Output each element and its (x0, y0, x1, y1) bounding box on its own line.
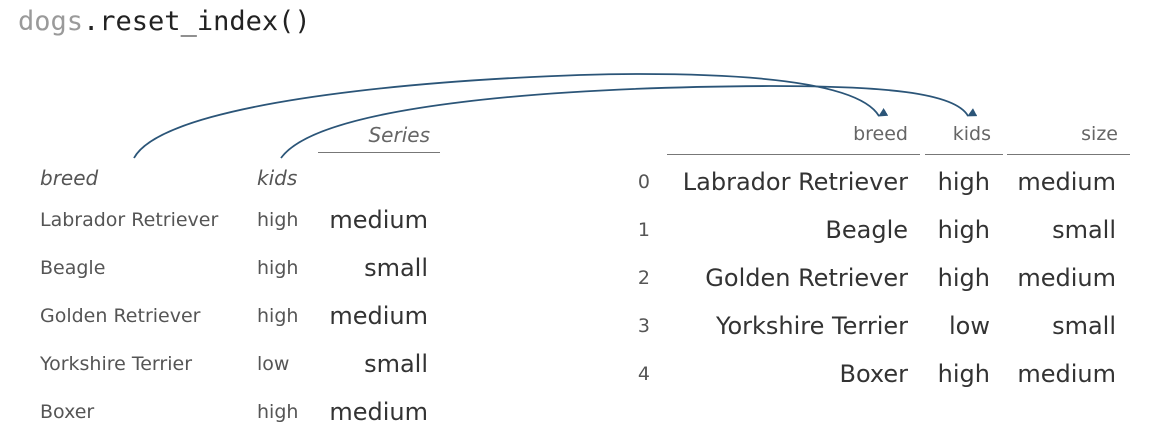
right-breed-cell: Golden Retriever (705, 264, 908, 292)
right-size-cell: small (1052, 216, 1116, 244)
right-column-header-size: size (1007, 123, 1130, 155)
left-kids-cell: high (257, 305, 299, 327)
left-breed-cell: Labrador Retriever (40, 209, 219, 231)
right-breed-cell: Beagle (825, 216, 908, 244)
left-value-cell: medium (329, 206, 428, 234)
left-index-header-kids: kids (257, 166, 298, 190)
left-breed-cell: Golden Retriever (40, 305, 201, 327)
table-row: 1 Beagle high small (620, 214, 1140, 262)
right-kids-cell: high (937, 216, 990, 244)
right-size-cell: small (1052, 312, 1116, 340)
right-size-cell: medium (1017, 360, 1116, 388)
right-index-cell: 0 (637, 171, 650, 193)
right-index-cell: 3 (637, 315, 650, 337)
right-kids-cell: high (937, 168, 990, 196)
right-index-cell: 4 (637, 363, 650, 385)
right-breed-cell: Labrador Retriever (682, 168, 908, 196)
right-breed-cell: Boxer (839, 360, 908, 388)
left-index-header-breed: breed (40, 166, 99, 190)
right-kids-cell: low (949, 312, 990, 340)
right-kids-cell: high (937, 360, 990, 388)
right-column-header-kids: kids (925, 123, 1003, 155)
right-breed-cell: Yorkshire Terrier (716, 312, 908, 340)
left-kids-cell: low (257, 353, 290, 375)
code-method: .reset_index() (83, 6, 311, 37)
left-kids-cell: high (257, 209, 299, 231)
code-object: dogs (18, 6, 84, 37)
left-breed-cell: Yorkshire Terrier (40, 353, 192, 375)
table-row: 4 Boxer high medium (620, 358, 1140, 406)
right-kids-cell: high (937, 264, 990, 292)
left-value-cell: small (364, 254, 428, 282)
series-label: Series (318, 123, 440, 153)
left-breed-cell: Boxer (40, 401, 95, 423)
table-row: 0 Labrador Retriever high medium (620, 166, 1140, 214)
left-kids-cell: high (257, 257, 299, 279)
left-breed-cell: Beagle (40, 257, 106, 279)
left-value-cell: small (364, 350, 428, 378)
code-line: dogs.reset_index() (18, 6, 311, 37)
right-index-cell: 2 (637, 267, 650, 289)
table-row: 3 Yorkshire Terrier low small (620, 310, 1140, 358)
table-row: 2 Golden Retriever high medium (620, 262, 1140, 310)
left-kids-cell: high (257, 401, 299, 423)
right-size-cell: medium (1017, 168, 1116, 196)
right-index-cell: 1 (637, 219, 650, 241)
left-value-cell: medium (329, 302, 428, 330)
right-size-cell: medium (1017, 264, 1116, 292)
left-value-cell: medium (329, 398, 428, 426)
right-column-header-breed: breed (667, 123, 920, 155)
